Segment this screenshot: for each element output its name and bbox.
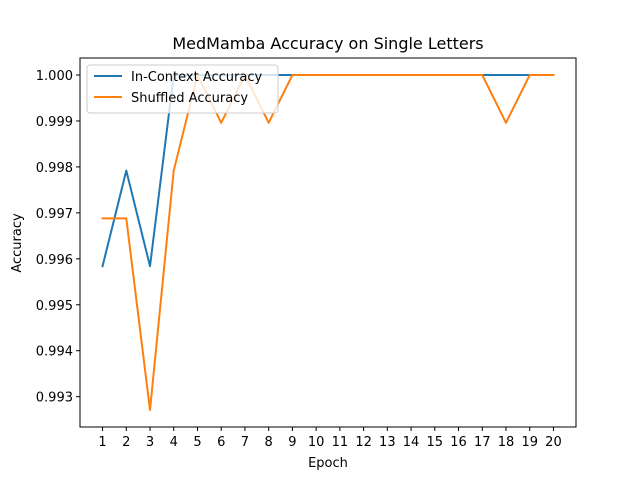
x-tick-label: 17	[474, 435, 491, 450]
y-tick-label: 0.998	[36, 161, 73, 176]
chart-title: MedMamba Accuracy on Single Letters	[172, 34, 483, 53]
x-tick-label: 9	[288, 435, 296, 450]
x-tick-label: 3	[146, 435, 154, 450]
x-axis-label: Epoch	[308, 456, 348, 471]
y-axis-label: Accuracy	[10, 213, 25, 273]
y-axis: 0.993 0.994 0.995 0.996 0.997 0.998 0.999 1.000	[36, 69, 80, 406]
y-tick-label: 0.997	[36, 207, 73, 222]
x-tick-label: 4	[170, 435, 178, 450]
y-tick-label: 1.000	[36, 69, 73, 84]
x-tick-label: 5	[193, 435, 201, 450]
x-tick-label: 12	[355, 435, 372, 450]
x-tick-label: 10	[308, 435, 325, 450]
x-tick-label: 2	[122, 435, 130, 450]
x-tick-label: 11	[332, 435, 349, 450]
series-line-shuffled	[101, 74, 555, 411]
x-tick-label: 14	[403, 435, 420, 450]
x-tick-label: 7	[241, 435, 249, 450]
x-tick-label: 19	[521, 435, 538, 450]
plot-frame	[79, 57, 577, 428]
x-axis: 1 2 3 4 5 6 7 8 9 10 11 12 13 14 15 16 17 18 19 20	[98, 427, 562, 450]
legend-label-shuffled: Shuffled Accuracy	[131, 91, 248, 106]
x-tick-label: 20	[545, 435, 562, 450]
x-tick-label: 15	[427, 435, 444, 450]
y-tick-label: 0.994	[36, 345, 73, 360]
y-tick-label: 0.993	[36, 391, 73, 406]
plot-area	[79, 57, 577, 428]
x-tick-label: 8	[265, 435, 273, 450]
legend-label-in-context: In-Context Accuracy	[131, 70, 262, 85]
legend-box	[86, 64, 279, 114]
x-tick-label: 6	[217, 435, 225, 450]
x-tick-label: 1	[98, 435, 106, 450]
x-tick-label: 13	[379, 435, 396, 450]
y-tick-label: 0.996	[36, 253, 73, 268]
y-tick-label: 0.995	[36, 299, 73, 314]
x-tick-label: 18	[498, 435, 515, 450]
legend: In-Context Accuracy Shuffled Accuracy	[86, 64, 279, 114]
y-tick-label: 0.999	[36, 115, 73, 130]
x-tick-label: 16	[450, 435, 467, 450]
